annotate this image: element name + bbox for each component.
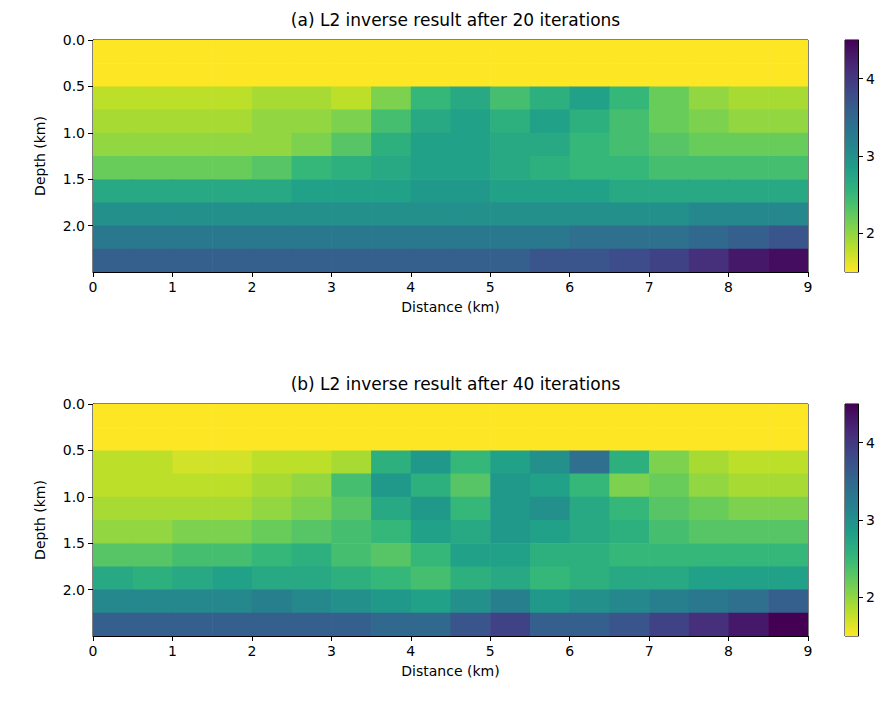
svg-text:0.5: 0.5 xyxy=(63,78,85,94)
svg-text:3: 3 xyxy=(327,643,336,659)
svg-text:4: 4 xyxy=(866,71,875,87)
svg-text:5: 5 xyxy=(486,279,495,295)
svg-text:6: 6 xyxy=(565,643,574,659)
svg-text:Depth (km): Depth (km) xyxy=(32,480,48,560)
svg-text:(a) L2 inverse result after 20: (a) L2 inverse result after 20 iteration… xyxy=(291,10,620,30)
svg-text:1.0: 1.0 xyxy=(63,125,85,141)
svg-text:4: 4 xyxy=(866,435,875,451)
svg-text:Distance (km): Distance (km) xyxy=(401,299,499,315)
svg-text:1: 1 xyxy=(168,279,177,295)
svg-text:7: 7 xyxy=(645,279,654,295)
svg-text:2.0: 2.0 xyxy=(63,582,85,598)
svg-text:2: 2 xyxy=(866,589,875,605)
svg-text:2: 2 xyxy=(866,225,875,241)
svg-text:1.5: 1.5 xyxy=(63,171,85,187)
svg-text:(b) L2 inverse result after 40: (b) L2 inverse result after 40 iteration… xyxy=(291,374,621,394)
svg-text:0.0: 0.0 xyxy=(63,32,85,48)
svg-text:0: 0 xyxy=(89,279,98,295)
svg-text:Distance (km): Distance (km) xyxy=(401,663,499,679)
svg-text:7: 7 xyxy=(645,643,654,659)
svg-text:2: 2 xyxy=(247,279,256,295)
svg-text:2.0: 2.0 xyxy=(63,218,85,234)
svg-text:3: 3 xyxy=(866,148,875,164)
svg-text:Depth (km): Depth (km) xyxy=(32,116,48,196)
svg-text:6: 6 xyxy=(565,279,574,295)
svg-text:4: 4 xyxy=(406,279,415,295)
svg-text:9: 9 xyxy=(804,643,813,659)
svg-text:1: 1 xyxy=(168,643,177,659)
svg-text:3: 3 xyxy=(866,512,875,528)
svg-text:4: 4 xyxy=(406,643,415,659)
svg-text:8: 8 xyxy=(724,643,733,659)
svg-text:3: 3 xyxy=(327,279,336,295)
svg-text:5: 5 xyxy=(486,643,495,659)
svg-text:9: 9 xyxy=(804,279,813,295)
svg-text:1.0: 1.0 xyxy=(63,489,85,505)
svg-text:0.0: 0.0 xyxy=(63,396,85,412)
svg-text:2: 2 xyxy=(247,643,256,659)
svg-text:0: 0 xyxy=(89,643,98,659)
svg-text:1.5: 1.5 xyxy=(63,535,85,551)
svg-text:0.5: 0.5 xyxy=(63,442,85,458)
svg-text:8: 8 xyxy=(724,279,733,295)
